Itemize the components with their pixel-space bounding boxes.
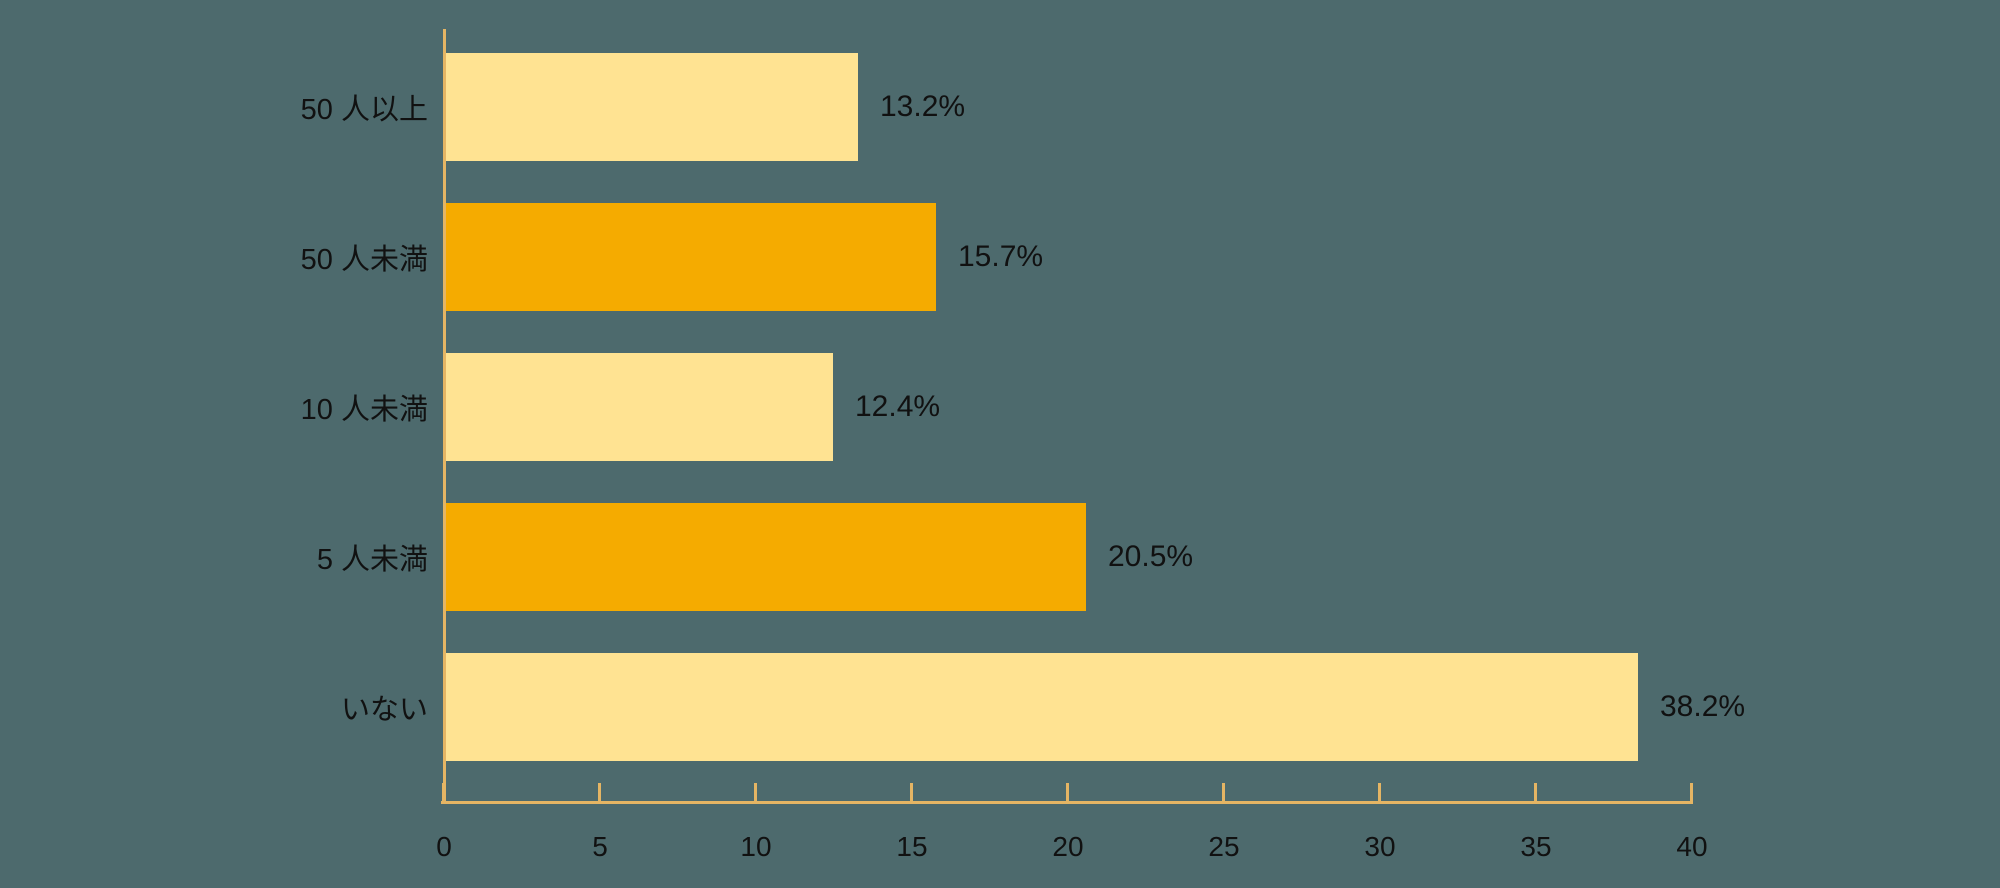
- x-tick-mark: [442, 783, 445, 801]
- value-label: 15.7%: [958, 240, 1044, 273]
- value-label: 12.4%: [855, 390, 941, 423]
- bar: [446, 353, 833, 461]
- x-tick-mark: [1534, 783, 1537, 801]
- x-tick-mark: [754, 783, 757, 801]
- value-label: 13.2%: [880, 90, 966, 123]
- x-tick-label: 15: [896, 831, 928, 862]
- x-tick-mark: [1690, 783, 1693, 801]
- x-tick-label: 5: [592, 831, 608, 862]
- x-tick-label: 10: [740, 831, 772, 862]
- x-tick-mark: [1378, 783, 1381, 801]
- x-tick-label: 20: [1052, 831, 1084, 862]
- category-label: 5 人未満: [316, 544, 428, 576]
- x-tick-label: 35: [1520, 831, 1552, 862]
- x-tick-mark: [910, 783, 913, 801]
- category-label: 10 人未満: [300, 394, 428, 426]
- x-tick-label: 40: [1676, 831, 1708, 862]
- bar: [446, 53, 858, 161]
- bar: [446, 653, 1638, 761]
- x-tick-mark: [1222, 783, 1225, 801]
- category-label: 50 人以上: [300, 94, 428, 126]
- bar: [446, 503, 1086, 611]
- x-tick-label: 0: [436, 831, 452, 862]
- value-label: 20.5%: [1108, 540, 1194, 573]
- value-label: 38.2%: [1660, 690, 1746, 723]
- category-label: いない: [340, 694, 428, 726]
- category-label: 50 人未満: [300, 244, 428, 276]
- x-axis-line: [441, 801, 1693, 804]
- x-tick-mark: [1066, 783, 1069, 801]
- x-tick-label: 30: [1364, 831, 1396, 862]
- bar: [446, 203, 936, 311]
- x-tick-label: 25: [1208, 831, 1240, 862]
- y-axis-line: [443, 29, 446, 803]
- x-tick-mark: [598, 783, 601, 801]
